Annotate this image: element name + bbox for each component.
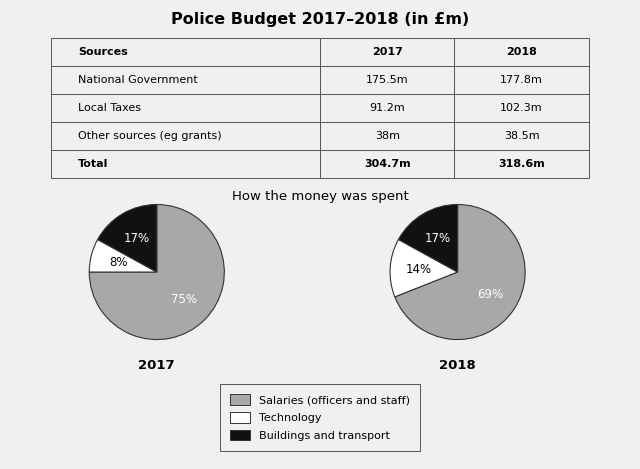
Text: 17%: 17%	[424, 232, 451, 245]
Text: 8%: 8%	[109, 256, 128, 269]
Wedge shape	[89, 204, 225, 340]
Wedge shape	[395, 204, 525, 340]
Wedge shape	[89, 240, 157, 272]
Text: 14%: 14%	[406, 263, 431, 276]
Text: 69%: 69%	[477, 287, 503, 301]
Legend: Salaries (officers and staff), Technology, Buildings and transport: Salaries (officers and staff), Technolog…	[220, 384, 420, 451]
Text: 2018: 2018	[439, 359, 476, 372]
Text: Police Budget 2017–2018 (in £m): Police Budget 2017–2018 (in £m)	[171, 12, 469, 27]
Text: 17%: 17%	[124, 232, 150, 245]
Wedge shape	[399, 204, 458, 272]
Text: 75%: 75%	[172, 293, 198, 306]
Wedge shape	[390, 240, 458, 297]
Text: How the money was spent: How the money was spent	[232, 190, 408, 203]
Wedge shape	[98, 204, 157, 272]
Text: 2017: 2017	[138, 359, 175, 372]
